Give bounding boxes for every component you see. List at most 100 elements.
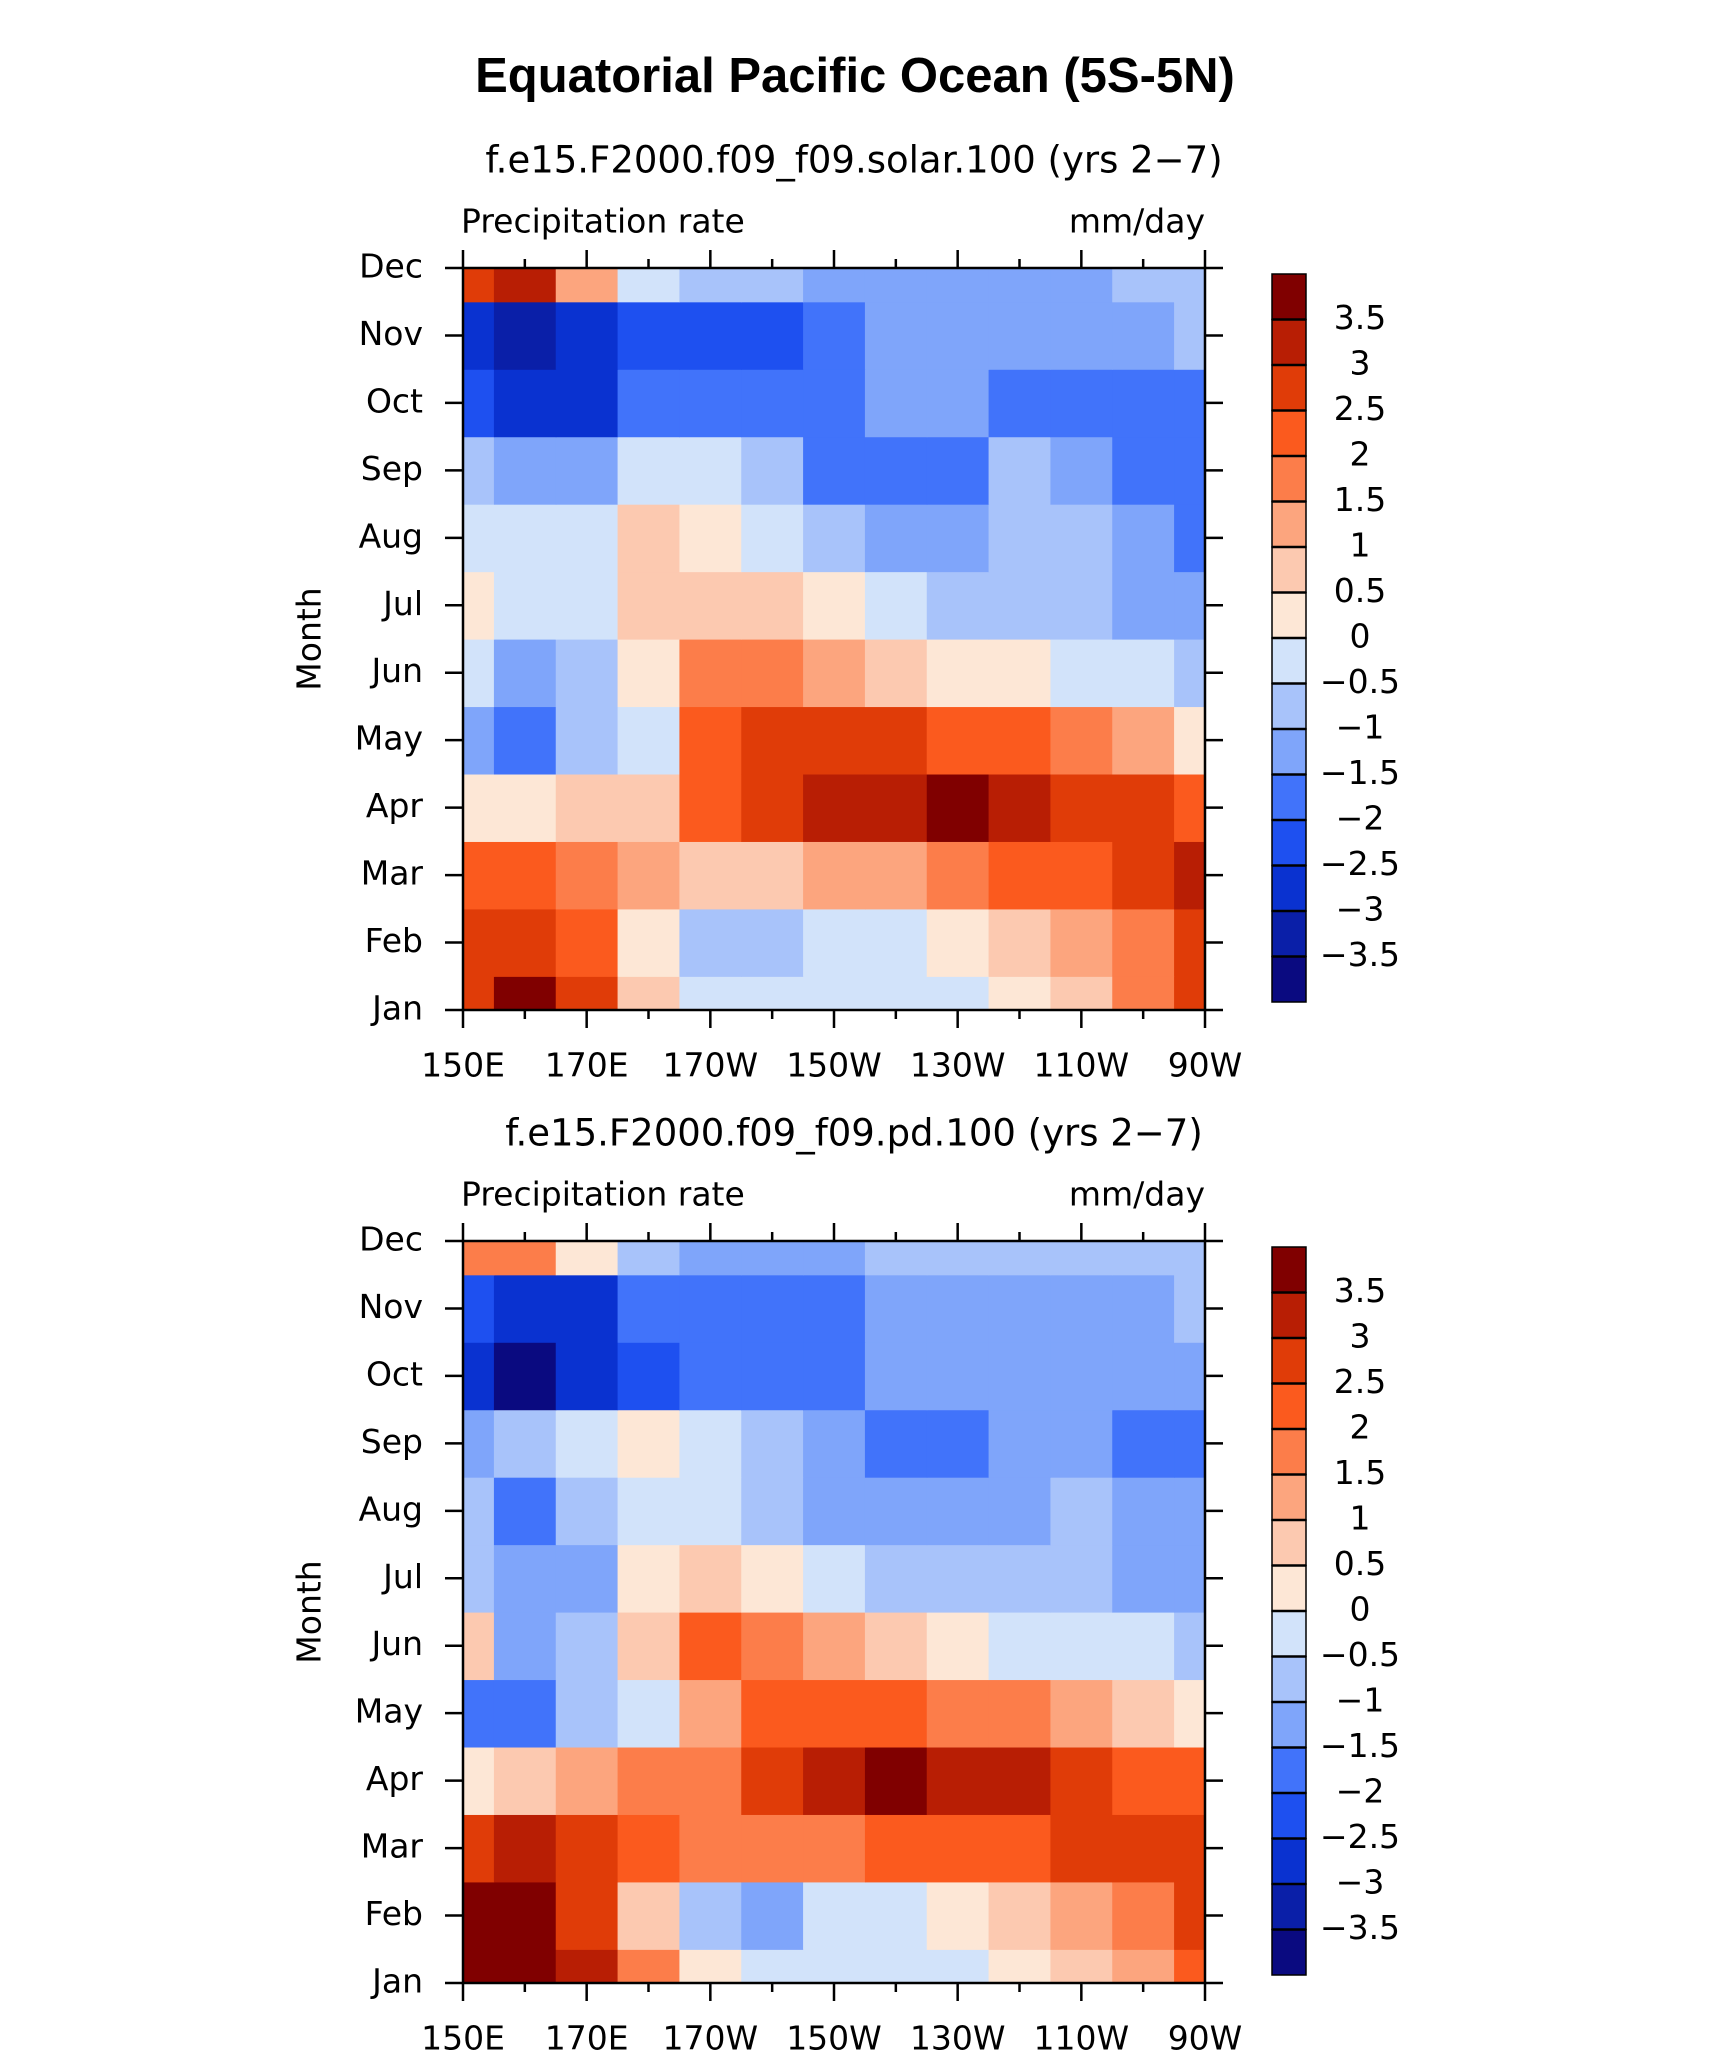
contour-cell xyxy=(679,773,742,842)
y-tick-label: Nov xyxy=(359,314,423,353)
contour-cell xyxy=(1050,773,1113,842)
contour-cell xyxy=(926,1746,990,1815)
contour-cell xyxy=(741,1274,804,1343)
contour-cell xyxy=(803,1949,866,1984)
contour-cell xyxy=(926,773,990,842)
contour-cell xyxy=(988,504,1052,573)
contour-cell xyxy=(926,268,990,303)
contour-cell xyxy=(864,773,928,842)
contour-cell xyxy=(1050,1409,1113,1478)
contour-cell xyxy=(926,976,990,1011)
colorbar-box xyxy=(1271,910,1307,958)
contour-cell xyxy=(617,369,681,438)
y-tick-label: Jan xyxy=(370,989,423,1028)
colorbar-label: −3.5 xyxy=(1320,935,1400,974)
contour-cell xyxy=(988,773,1052,842)
colorbar-label: 3.5 xyxy=(1334,1271,1386,1310)
contour-cell xyxy=(617,976,681,1011)
contour-cell xyxy=(803,1241,866,1276)
contour-cell xyxy=(864,1612,928,1681)
contour-cell xyxy=(1050,1477,1113,1546)
contour-cell xyxy=(1050,1881,1113,1950)
contour-cell xyxy=(617,436,681,505)
contour-cell xyxy=(864,1746,928,1815)
contour-cell xyxy=(1050,1241,1113,1276)
colorbar-box xyxy=(1271,1792,1307,1840)
colorbar-box xyxy=(1271,364,1307,412)
contour-cell xyxy=(1112,1544,1175,1613)
contour-cell xyxy=(988,841,1052,910)
contour-cell xyxy=(1174,268,1206,303)
contour-cell xyxy=(988,1409,1052,1478)
contour-cell xyxy=(1174,639,1206,708)
contour-cell xyxy=(679,1679,742,1748)
contour-cell xyxy=(864,639,928,708)
contour-cell xyxy=(493,1612,557,1681)
contour-cell xyxy=(1112,436,1175,505)
contour-cell xyxy=(1050,1746,1113,1815)
contour-cell xyxy=(864,301,928,370)
contour-cell xyxy=(988,268,1052,303)
contour-cell xyxy=(679,1746,742,1815)
colorbar-label: −3 xyxy=(1336,1863,1385,1902)
y-tick-label: May xyxy=(355,1692,423,1731)
colorbar-label: 3.5 xyxy=(1334,298,1386,337)
contour-cell xyxy=(1112,1612,1175,1681)
x-tick-label: 170E xyxy=(545,2019,629,2058)
contour-cell xyxy=(1050,841,1113,910)
colorbar-box xyxy=(1271,1928,1307,1976)
contour-cell xyxy=(1050,571,1113,640)
contour-cell xyxy=(617,908,681,977)
contour-cell xyxy=(988,1746,1052,1815)
contour-cell xyxy=(988,1477,1052,1546)
contour-cell xyxy=(988,369,1052,438)
contour-cell xyxy=(988,301,1052,370)
contour-cell xyxy=(864,706,928,775)
contour-cell xyxy=(864,1477,928,1546)
colorbar-label: 2 xyxy=(1350,435,1371,474)
contour-cell xyxy=(926,1544,990,1613)
contour-cell xyxy=(679,639,742,708)
contour-cell xyxy=(926,1274,990,1343)
contour-cell xyxy=(1050,1274,1113,1343)
contour-cell xyxy=(463,1409,495,1478)
contour-cell xyxy=(617,1612,681,1681)
contour-cell xyxy=(864,1881,928,1950)
contour-cell xyxy=(926,1477,990,1546)
contour-cell xyxy=(1050,436,1113,505)
contour-cell xyxy=(988,639,1052,708)
contour-cell xyxy=(864,976,928,1011)
contour-cell xyxy=(864,571,928,640)
contour-cell xyxy=(463,1746,495,1815)
contour-cell xyxy=(741,1612,804,1681)
colorbar-box xyxy=(1271,1655,1307,1703)
colorbar-label: −3 xyxy=(1336,890,1385,929)
contour-cell xyxy=(864,1342,928,1411)
contour-cell xyxy=(1050,639,1113,708)
contour-cell xyxy=(1112,1274,1175,1343)
contour-cell xyxy=(679,301,742,370)
contour-cell xyxy=(803,1477,866,1546)
x-tick-label: 170E xyxy=(545,1046,629,1085)
contour-cell xyxy=(617,571,681,640)
x-tick-label: 90W xyxy=(1168,2019,1243,2058)
colorbar-box xyxy=(1271,273,1307,321)
contour-cell xyxy=(617,773,681,842)
contour-cell xyxy=(1112,1409,1175,1478)
contour-cell xyxy=(617,1477,681,1546)
contour-cell xyxy=(493,1679,557,1748)
contour-cell xyxy=(679,369,742,438)
contour-cell xyxy=(1174,976,1206,1011)
contour-cell xyxy=(988,1612,1052,1681)
contour-cell xyxy=(493,773,557,842)
contour-cell xyxy=(1050,504,1113,573)
y-tick-label: Jun xyxy=(369,651,423,690)
contour-cell xyxy=(463,436,495,505)
contour-cell xyxy=(988,436,1052,505)
contour-cell xyxy=(803,1612,866,1681)
x-tick-label: 90W xyxy=(1168,1046,1243,1085)
y-tick-label: Sep xyxy=(361,449,423,488)
contour-cell xyxy=(555,268,619,303)
contour-cell xyxy=(463,1342,495,1411)
contour-cell xyxy=(1112,1477,1175,1546)
